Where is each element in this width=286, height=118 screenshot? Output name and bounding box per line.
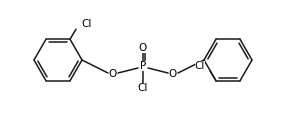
- Text: O: O: [169, 69, 177, 79]
- Text: Cl: Cl: [81, 19, 91, 29]
- Text: Cl: Cl: [138, 83, 148, 93]
- Text: P: P: [140, 61, 146, 71]
- Text: O: O: [109, 69, 117, 79]
- Text: Cl: Cl: [195, 61, 205, 71]
- Text: O: O: [139, 43, 147, 53]
